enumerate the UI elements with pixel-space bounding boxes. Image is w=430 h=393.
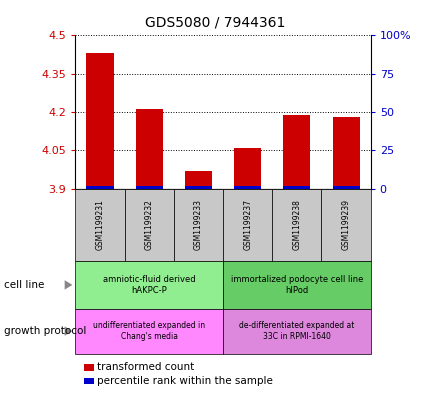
Bar	[283, 114, 310, 189]
Bar	[332, 117, 359, 189]
Text: amniotic-fluid derived
hAKPC-P: amniotic-fluid derived hAKPC-P	[103, 275, 195, 295]
Text: undifferentiated expanded in
Chang's media: undifferentiated expanded in Chang's med…	[93, 321, 205, 341]
Bar	[135, 185, 163, 189]
Bar	[283, 185, 310, 189]
Text: de-differentiated expanded at
33C in RPMI-1640: de-differentiated expanded at 33C in RPM…	[239, 321, 354, 341]
Text: growth protocol: growth protocol	[4, 326, 86, 336]
Text: GSM1199231: GSM1199231	[95, 200, 104, 250]
Text: percentile rank within the sample: percentile rank within the sample	[97, 376, 272, 386]
Text: cell line: cell line	[4, 280, 45, 290]
Text: transformed count: transformed count	[97, 362, 194, 373]
Bar	[233, 185, 261, 189]
Bar	[135, 109, 163, 189]
Text: GSM1199237: GSM1199237	[243, 200, 252, 250]
Text: GSM1199233: GSM1199233	[194, 200, 203, 250]
Text: GSM1199239: GSM1199239	[341, 200, 350, 250]
Bar	[332, 185, 359, 189]
Bar	[184, 171, 212, 189]
Bar	[184, 185, 212, 189]
Bar	[86, 185, 113, 189]
Text: GDS5080 / 7944361: GDS5080 / 7944361	[145, 16, 285, 30]
Text: GSM1199232: GSM1199232	[144, 200, 154, 250]
Bar	[86, 53, 113, 189]
Text: GSM1199238: GSM1199238	[292, 200, 301, 250]
Bar	[233, 148, 261, 189]
Text: immortalized podocyte cell line
hIPod: immortalized podocyte cell line hIPod	[230, 275, 362, 295]
